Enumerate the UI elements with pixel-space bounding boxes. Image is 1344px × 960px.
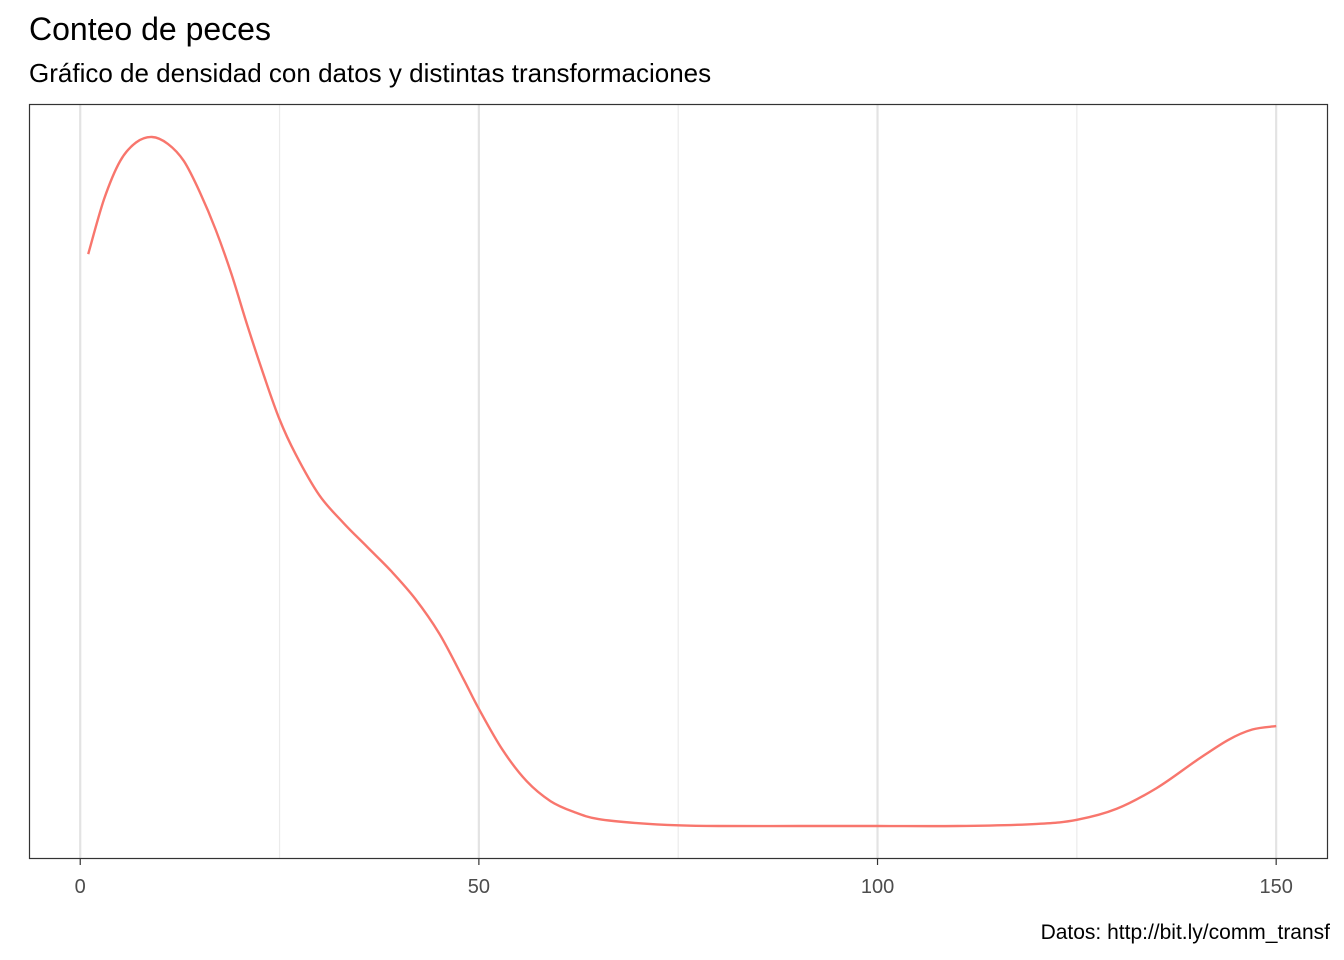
chart-title: Conteo de peces — [29, 11, 271, 47]
density-series — [87, 135, 1277, 828]
chart-caption: Datos: http://bit.ly/comm_transf — [1040, 921, 1330, 944]
x-tick-label: 0 — [75, 876, 86, 898]
chart-subtitle: Gráfico de densidad con datos y distinta… — [29, 58, 712, 88]
x-axis: 0 50 100 150 — [75, 859, 1293, 898]
panel-border — [28, 103, 1329, 860]
x-tick-label: 50 — [468, 876, 490, 898]
x-tick-label: 100 — [861, 876, 894, 898]
x-tick-label: 150 — [1259, 876, 1292, 898]
grid-lines — [79, 105, 1278, 859]
density-line — [87, 135, 1277, 828]
